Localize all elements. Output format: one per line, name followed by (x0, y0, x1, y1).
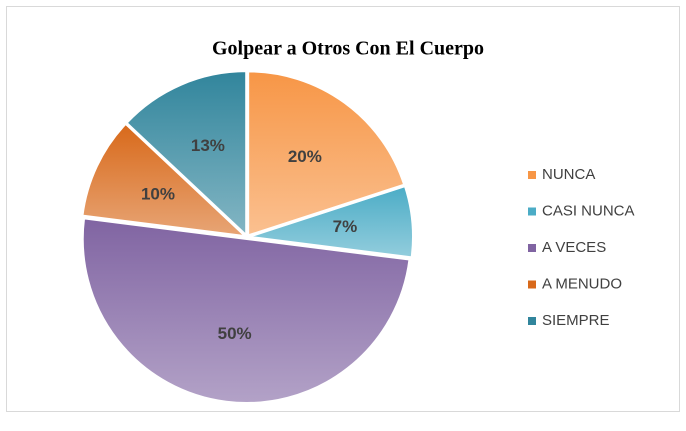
pie-slice (81, 217, 411, 404)
legend-label: SIEMPRE (542, 312, 610, 329)
pie-slice (248, 184, 414, 259)
data-label: 10% (141, 185, 175, 204)
legend-swatch (528, 207, 536, 216)
legend-swatch (528, 171, 536, 179)
legend-swatch (528, 244, 536, 252)
pie-slice (81, 122, 249, 238)
data-label: 7% (333, 217, 358, 236)
legend-swatch (528, 317, 536, 325)
legend-swatch (528, 280, 536, 289)
data-label: 50% (218, 324, 252, 343)
pie-slice (247, 70, 406, 237)
data-label: 13% (191, 136, 225, 155)
legend-label: A VECES (542, 239, 606, 256)
legend-label: CASI NUNCA (542, 202, 635, 219)
data-label: 20% (288, 147, 322, 166)
legend-label: A MENUDO (542, 275, 622, 292)
pie-slice (125, 70, 248, 238)
legend-label: NUNCA (542, 166, 595, 183)
chart-title: Golpear a Otros Con El Cuerpo (212, 38, 484, 60)
